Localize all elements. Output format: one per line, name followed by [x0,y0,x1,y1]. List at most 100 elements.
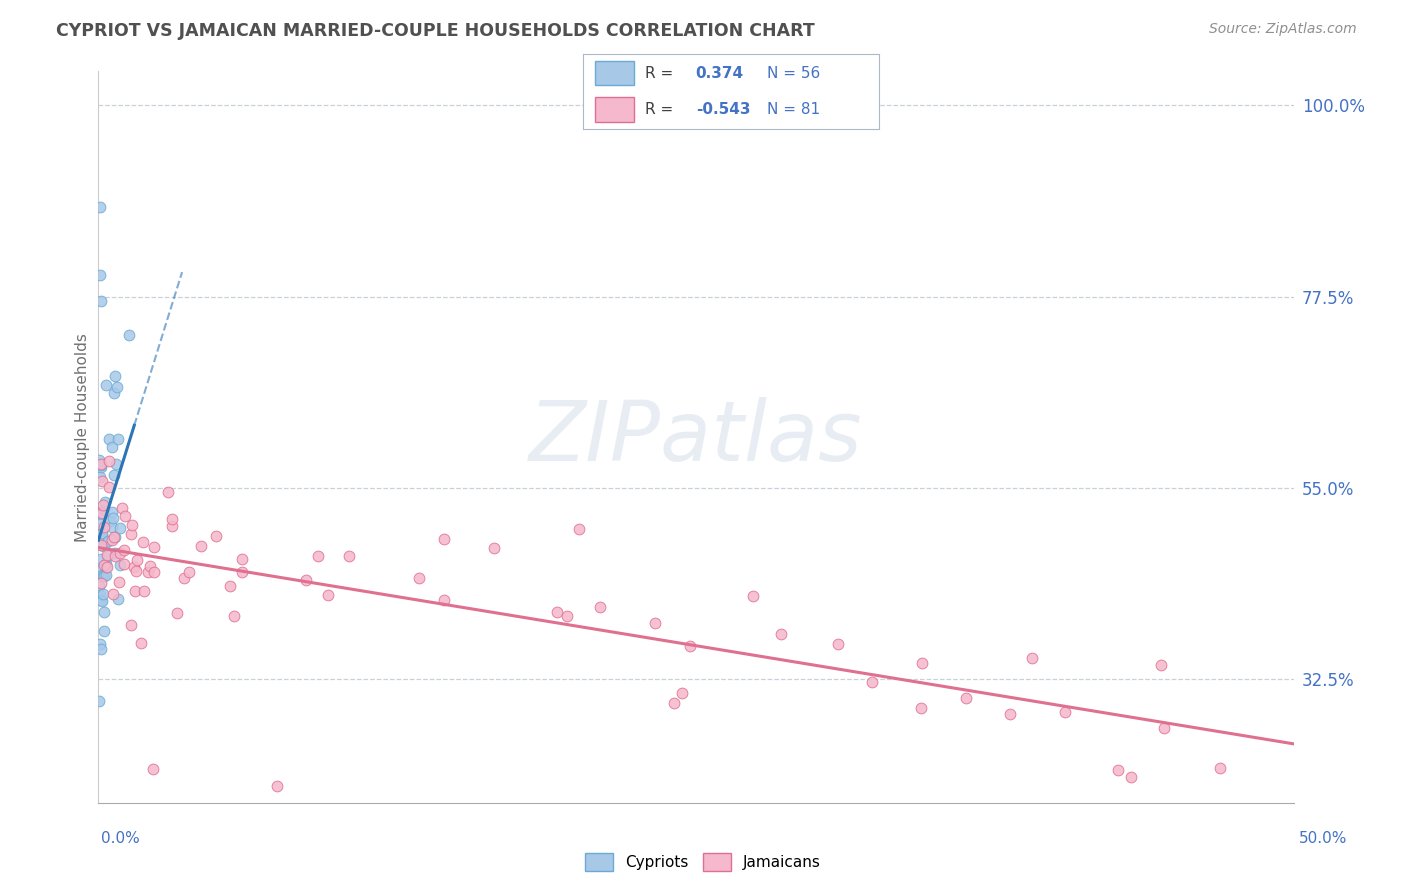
Point [105,380,128,394]
Point [89,470,111,484]
Point [93,539,115,553]
Point [90,562,112,576]
Point [97,549,120,563]
Point [94,568,117,582]
Point [108,574,131,589]
Point [98,514,121,528]
Point [125,564,148,578]
Point [644,615,666,630]
Point [827,637,849,651]
Point [89,587,111,601]
Point [93,587,115,601]
Point [1153,721,1175,735]
Point [90,539,112,553]
Point [1053,705,1076,719]
Point [160,518,183,533]
Point [1150,657,1173,672]
Point [89,268,111,283]
Point [90,457,112,471]
Point [91,474,114,488]
Text: 50.0%: 50.0% [1299,831,1347,846]
Point [1021,651,1043,665]
Point [124,584,146,599]
Text: 0.0%: 0.0% [101,831,141,846]
Point [94,495,117,509]
FancyBboxPatch shape [595,62,634,86]
Point [101,440,124,454]
Point [408,571,430,585]
Point [231,565,253,579]
Point [190,540,212,554]
Point [337,549,360,564]
Point [104,546,127,560]
Point [101,520,124,534]
Point [90,458,112,473]
Point [127,553,149,567]
Point [142,565,165,579]
Text: N = 56: N = 56 [766,66,820,81]
Point [166,606,188,620]
Point [90,293,112,308]
Point [93,605,115,619]
Point [662,696,685,710]
Point [107,432,129,446]
Point [104,457,127,471]
Point [120,526,142,541]
Text: R =: R = [645,102,679,117]
Point [179,565,201,579]
Point [160,512,183,526]
Point [910,701,932,715]
Point [142,762,165,776]
Point [546,605,568,619]
Point [122,559,145,574]
Point [101,505,124,519]
Point [1000,706,1022,721]
Point [93,569,115,583]
Point [94,557,117,571]
Point [205,529,228,543]
Point [89,516,111,531]
Point [110,521,132,535]
Point [741,589,763,603]
Point [101,511,124,525]
Point [91,568,114,582]
Point [118,327,141,342]
Point [87,527,110,541]
Point [89,637,111,651]
Point [91,569,114,583]
Point [97,432,120,446]
Point [90,528,112,542]
Point [1208,761,1230,775]
Point [89,507,111,521]
Point [101,587,124,601]
Text: N = 81: N = 81 [766,102,820,117]
Point [90,538,112,552]
Point [173,571,195,585]
Point [121,518,143,533]
Point [96,548,118,562]
Point [955,691,977,706]
Point [90,593,112,607]
Legend: Cypriots, Jamaicans: Cypriots, Jamaicans [579,847,827,877]
Point [97,480,120,494]
Point [91,528,114,542]
Point [89,452,111,467]
Point [98,454,121,468]
Point [138,558,160,573]
Point [136,565,159,579]
Point [90,552,112,566]
Point [93,558,115,572]
Point [157,485,180,500]
Point [103,529,125,543]
Point [104,530,127,544]
Point [90,460,112,475]
Point [484,541,506,555]
Point [110,500,132,515]
Point [1107,763,1129,777]
Text: CYPRIOT VS JAMAICAN MARRIED-COUPLE HOUSEHOLDS CORRELATION CHART: CYPRIOT VS JAMAICAN MARRIED-COUPLE HOUSE… [56,22,815,40]
Point [568,522,591,536]
Point [91,525,114,540]
Point [120,617,142,632]
Point [555,609,578,624]
Point [219,579,242,593]
